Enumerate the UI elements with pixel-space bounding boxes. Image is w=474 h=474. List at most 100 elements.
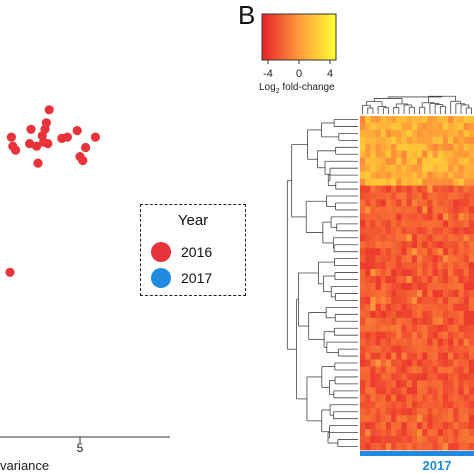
heatmap-cell: [380, 248, 387, 256]
heatmap-cell: [453, 345, 459, 353]
heatmap-cell: [437, 380, 444, 388]
heatmap-cell: [453, 241, 459, 249]
heatmap-cell: [442, 262, 449, 270]
heatmap-cell: [391, 116, 397, 124]
heatmap-cell: [365, 255, 371, 263]
heatmap-cell: [391, 289, 397, 298]
heatmap-cell: [442, 387, 449, 395]
heatmap-cell: [385, 206, 392, 214]
scatter-point: [62, 132, 72, 142]
heatmap-cell: [427, 213, 433, 221]
heatmap-cell: [380, 289, 387, 298]
heatmap-cell: [437, 192, 444, 200]
heatmap-cell: [432, 303, 439, 312]
heatmap-cell: [391, 422, 397, 430]
heatmap-cell: [411, 415, 418, 423]
heatmap-cell: [417, 345, 423, 353]
colorbar-label: Log2 fold-change: [259, 82, 335, 95]
heatmap-cell: [360, 394, 366, 402]
heatmap-cell: [448, 227, 454, 235]
heatmap-cell: [370, 296, 376, 305]
heatmap-cell: [406, 443, 413, 451]
heatmap-cell: [463, 192, 470, 200]
heatmap-cells: [360, 116, 474, 451]
heatmap-cell: [448, 303, 454, 312]
heatmap-cell: [458, 269, 464, 277]
heatmap-cell: [448, 122, 454, 131]
heatmap-cell: [437, 345, 444, 353]
heatmap-cell: [453, 443, 459, 451]
heatmap-cell: [360, 143, 366, 152]
heatmap-cell: [365, 129, 371, 138]
heatmap-cell: [375, 157, 382, 166]
heatmap-cell: [380, 366, 387, 374]
heatmap-cell: [463, 227, 470, 235]
heatmap-cell: [453, 401, 459, 409]
heatmap-cell: [437, 157, 444, 166]
heatmap-cell: [432, 331, 439, 339]
heatmap-cell: [453, 283, 459, 291]
heatmap-cell: [422, 394, 428, 402]
scatter-point: [72, 126, 82, 136]
heatmap-cell: [448, 317, 454, 326]
heatmap-cell: [448, 213, 454, 221]
heatmap-cell: [396, 220, 402, 228]
heatmap-cell: [417, 317, 423, 326]
heatmap-cell: [463, 394, 470, 402]
heatmap-cell: [432, 178, 439, 186]
heatmap-cell: [422, 436, 428, 444]
heatmap-cell: [453, 331, 459, 339]
heatmap-cell: [458, 296, 464, 305]
heatmap-cell: [401, 303, 407, 312]
heatmap-cell: [411, 199, 418, 207]
heatmap-cell: [391, 206, 397, 214]
heatmap-cell: [442, 150, 449, 159]
heatmap-cell: [422, 164, 428, 172]
heatmap-cell: [458, 394, 464, 402]
heatmap-cell: [468, 171, 474, 179]
heatmap-cell: [427, 116, 433, 124]
heatmap-cell: [380, 150, 387, 159]
heatmap-cell: [411, 373, 418, 381]
heatmap-cell: [375, 192, 382, 200]
heatmap-cell: [458, 289, 464, 298]
heatmap-cell: [370, 415, 376, 423]
heatmap-cell: [360, 213, 366, 221]
heatmap-cell: [411, 429, 418, 437]
heatmap-cell: [432, 143, 439, 152]
heatmap-cell: [401, 317, 407, 326]
heatmap-cell: [417, 310, 423, 319]
heatmap-cell: [448, 164, 454, 172]
heatmap-cell: [391, 150, 397, 159]
heatmap-cell: [437, 241, 444, 249]
heatmap-cell: [396, 296, 402, 305]
heatmap-cell: [411, 143, 418, 152]
heatmap-cell: [385, 178, 392, 186]
heatmap-cell: [442, 192, 449, 200]
heatmap-cell: [365, 262, 371, 270]
heatmap-cell: [442, 373, 449, 381]
heatmap-cell: [427, 150, 433, 159]
heatmap-cell: [463, 150, 470, 159]
heatmap-cell: [437, 338, 444, 346]
heatmap-cell: [437, 199, 444, 207]
heatmap-cell: [406, 143, 413, 152]
heatmap-cell: [437, 310, 444, 319]
heatmap-cell: [417, 429, 423, 437]
heatmap-cell: [468, 129, 474, 138]
heatmap-cell: [437, 443, 444, 451]
heatmap-cell: [391, 303, 397, 312]
heatmap-cell: [453, 338, 459, 346]
heatmap-cell: [380, 394, 387, 402]
heatmap-cell: [468, 269, 474, 277]
heatmap-cell: [427, 136, 433, 145]
heatmap-cell: [365, 178, 371, 186]
heatmap-cell: [375, 269, 382, 277]
heatmap-cell: [370, 157, 376, 166]
heatmap-cell: [396, 136, 402, 145]
heatmap-cell: [401, 352, 407, 360]
heatmap-cell: [370, 129, 376, 138]
heatmap-cell: [385, 296, 392, 305]
heatmap-cell: [432, 345, 439, 353]
heatmap-cell: [360, 289, 366, 298]
